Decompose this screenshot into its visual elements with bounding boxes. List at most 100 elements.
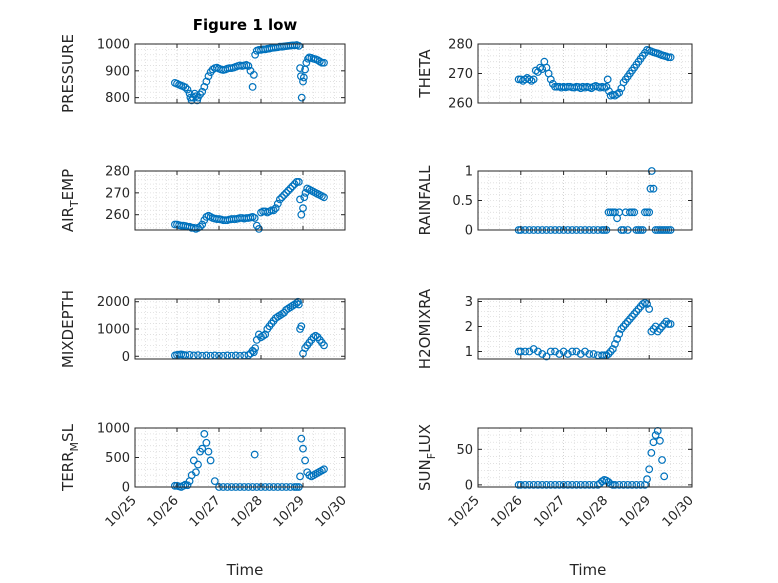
data-point	[276, 195, 284, 204]
data-point	[318, 58, 326, 67]
axes-box	[134, 170, 346, 231]
data-point	[529, 480, 538, 489]
plot-area	[135, 44, 345, 103]
data-point	[292, 299, 301, 307]
data-point	[646, 184, 655, 193]
data-point	[606, 347, 615, 356]
data-point	[630, 310, 639, 318]
data-point	[645, 208, 654, 217]
y-tick-label: 1000	[97, 323, 130, 338]
data-point	[296, 195, 304, 204]
data-point	[194, 351, 202, 360]
data-point	[250, 214, 259, 222]
data-point	[273, 199, 282, 208]
data-series	[170, 178, 328, 233]
data-point	[521, 347, 529, 356]
data-point	[206, 456, 215, 465]
data-point	[282, 188, 291, 197]
data-point	[615, 330, 624, 338]
data-point	[623, 317, 632, 326]
data-point	[651, 431, 660, 440]
data-point	[630, 208, 639, 217]
y-tick-label: 1000	[97, 422, 130, 437]
data-point	[284, 186, 293, 195]
data-point	[534, 347, 542, 356]
data-point	[198, 220, 207, 229]
axes-box	[134, 43, 346, 104]
data-point	[278, 310, 286, 318]
y-axis-label: THETA	[416, 49, 434, 99]
data-point	[581, 347, 589, 356]
data-point	[546, 75, 555, 84]
x-axis-label-left: Time	[226, 561, 264, 579]
y-tick-label: 500	[105, 451, 130, 466]
figure-title: Figure 1 low	[193, 16, 298, 34]
y-tick-label: 0	[122, 350, 130, 365]
y-axis-label: MIXDEPTH	[59, 290, 77, 368]
data-point	[656, 436, 664, 445]
data-point	[656, 325, 664, 333]
data-point	[320, 193, 328, 202]
data-point	[538, 350, 547, 358]
data-point	[194, 460, 202, 469]
data-point	[664, 53, 673, 62]
data-point	[304, 54, 312, 63]
data-point	[551, 480, 559, 489]
data-point	[551, 347, 559, 356]
grid-lines	[134, 299, 346, 359]
data-point	[585, 480, 594, 489]
y-tick-label: 270	[105, 186, 130, 201]
y-tick-label: 270	[448, 67, 473, 82]
y-tick-label: 0	[122, 481, 130, 496]
y-tick-label: 1	[465, 345, 473, 360]
data-point	[251, 50, 260, 59]
y-tick-label: 900	[105, 64, 130, 79]
data-point	[585, 350, 594, 358]
data-point	[611, 340, 619, 348]
axes-box	[477, 427, 693, 488]
data-point	[628, 480, 636, 489]
y-axis-label: H2OMIXRA	[416, 288, 434, 369]
data-point	[645, 305, 654, 313]
data-point	[299, 444, 307, 453]
data-point	[294, 41, 303, 50]
data-point	[516, 480, 525, 489]
data-point	[525, 347, 534, 356]
data-point	[546, 347, 555, 356]
data-point	[300, 193, 309, 202]
data-point	[320, 465, 328, 474]
data-point	[200, 430, 209, 438]
data-point	[643, 208, 651, 217]
data-point	[251, 344, 260, 352]
data-point	[259, 331, 268, 340]
data-point	[301, 456, 310, 465]
y-tick-label: 280	[105, 165, 130, 180]
data-point	[563, 350, 572, 358]
data-point	[653, 327, 662, 336]
data-point	[516, 347, 525, 356]
data-point	[643, 475, 651, 484]
data-point	[621, 320, 630, 328]
data-point	[249, 70, 258, 79]
data-point	[210, 477, 219, 486]
data-point	[628, 208, 636, 217]
data-point	[299, 204, 307, 213]
data-point	[297, 322, 306, 331]
data-point	[576, 350, 585, 358]
data-point	[608, 345, 617, 353]
data-point	[568, 347, 577, 356]
data-point	[254, 225, 263, 233]
data-point	[294, 300, 303, 309]
data-point	[572, 347, 581, 356]
data-point	[666, 320, 675, 328]
grid-lines	[134, 170, 346, 230]
data-point	[248, 83, 257, 91]
data-point	[611, 480, 619, 489]
y-tick-label: 280	[448, 38, 473, 53]
data-point	[615, 480, 624, 489]
data-point	[538, 65, 547, 73]
data-point	[299, 73, 308, 82]
data-point	[320, 341, 328, 350]
data-point	[606, 208, 615, 217]
data-point	[613, 335, 621, 343]
